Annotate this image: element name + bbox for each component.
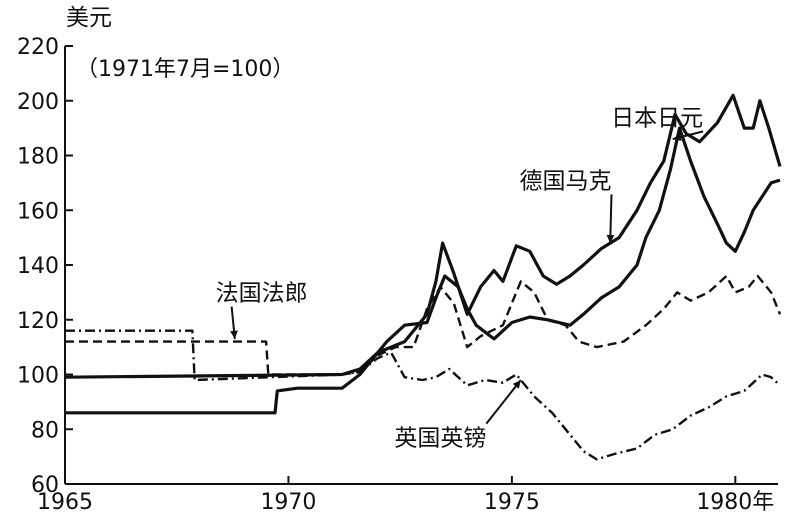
- annotation-label-1: 日本日元: [611, 105, 703, 131]
- series-line-2: [64, 93, 782, 379]
- annotation-arrowhead-2: [606, 234, 615, 244]
- y-axis-label: 美元: [66, 5, 112, 31]
- y-tick-label: 120: [17, 309, 59, 334]
- series-line-1: [65, 126, 781, 415]
- annotation-leader-2: [609, 194, 613, 244]
- series-line-3: [65, 274, 782, 376]
- y-ticks: 60 80 100 120 140 160 180 200 220: [17, 35, 73, 498]
- x-axis: 1965 1970 1975 1980年: [37, 476, 778, 515]
- annotation-arrowhead-3: [230, 330, 238, 339]
- annotation-label-4: 英国英镑: [394, 426, 486, 452]
- annotation-arrowhead-1: [672, 133, 682, 141]
- x-tick-label: 1970: [260, 490, 316, 515]
- x-ticks: 1965 1970 1975 1980年: [37, 476, 774, 515]
- y-axis: 60 80 100 120 140 160 180 200 220 美元 （1971年7月=10…: [17, 5, 294, 498]
- y-tick-label: 160: [17, 199, 59, 224]
- y-tick-label: 80: [31, 418, 59, 443]
- y-tick-label: 200: [17, 90, 59, 115]
- annotation-label-2: 德国马克: [520, 168, 612, 194]
- x-tick-label: 1980年: [696, 490, 774, 515]
- y-tick-label: 180: [17, 145, 59, 170]
- annotation-leader-4: [485, 379, 522, 425]
- y-unit-note: （1971年7月=100）: [76, 57, 294, 82]
- x-tick-label: 1965: [37, 490, 93, 515]
- y-tick-label: 140: [17, 254, 59, 279]
- series-line-4: [65, 329, 781, 461]
- annotation-arrowhead-4: [512, 379, 521, 389]
- x-tick-label: 1975: [484, 490, 540, 515]
- annotation-label-3: 法国法郎: [216, 281, 308, 307]
- series-lines: [64, 93, 782, 461]
- y-tick-label: 60: [31, 473, 59, 498]
- y-tick-label: 220: [17, 35, 59, 60]
- y-tick-label: 100: [17, 364, 59, 389]
